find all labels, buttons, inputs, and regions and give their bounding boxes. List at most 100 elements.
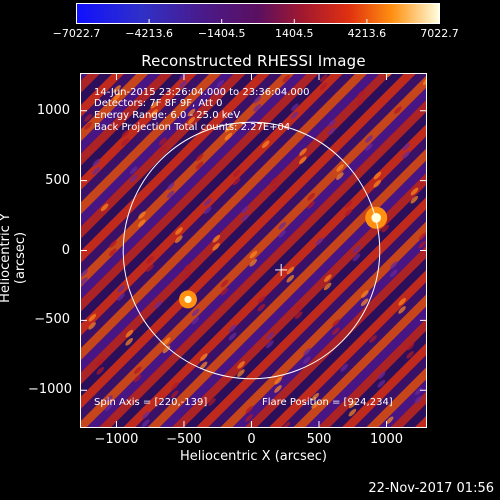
heatmap-speckle bbox=[265, 340, 274, 349]
heatmap-speckle bbox=[232, 169, 241, 178]
heatmap-speckle bbox=[150, 109, 158, 117]
heatmap-speckle bbox=[270, 185, 278, 193]
heatmap-speckle bbox=[117, 293, 125, 301]
heatmap-speckle bbox=[216, 79, 225, 88]
colorbar-tick-label: −4213.6 bbox=[125, 27, 173, 40]
heatmap-speckle bbox=[290, 103, 299, 112]
heatmap-speckle bbox=[381, 224, 390, 233]
heatmap-speckle bbox=[92, 166, 101, 175]
heatmap-speckle bbox=[286, 274, 295, 283]
heatmap-speckle bbox=[216, 87, 225, 96]
heatmap-speckle bbox=[373, 179, 382, 188]
heatmap-speckle bbox=[245, 405, 254, 414]
heatmap-speckle bbox=[344, 200, 353, 209]
solar-disk-limb bbox=[122, 121, 381, 380]
heatmap-speckle bbox=[282, 74, 291, 83]
heatmap-speckle bbox=[195, 161, 204, 170]
heatmap-speckle bbox=[352, 253, 361, 262]
heatmap-speckle bbox=[96, 366, 105, 375]
heatmap-speckle bbox=[336, 164, 344, 172]
heatmap-speckle bbox=[274, 385, 282, 393]
heatmap-speckle bbox=[328, 119, 336, 127]
heatmap-speckle bbox=[232, 177, 241, 186]
heatmap-speckle bbox=[348, 408, 357, 417]
heatmap-speckle bbox=[299, 148, 307, 156]
heatmap-speckle bbox=[141, 419, 150, 428]
y-tick-label: 0 bbox=[61, 242, 70, 258]
heatmap-speckle bbox=[158, 145, 167, 154]
annotation-time-range: 14-Jun-2015 23:26:04.000 to 23:36:04.000 bbox=[94, 87, 310, 98]
heatmap-speckle bbox=[356, 98, 365, 107]
heatmap-stripe bbox=[80, 73, 427, 422]
heatmap-stripe bbox=[353, 354, 427, 428]
heatmap-speckle bbox=[84, 113, 93, 122]
heatmap-stripe bbox=[183, 184, 427, 428]
heatmap-speckle bbox=[373, 171, 382, 180]
heatmap-speckle bbox=[278, 221, 287, 230]
heatmap-speckle bbox=[418, 232, 427, 241]
annotation-spin-axis: Spin Axis = [220,-139] bbox=[94, 397, 208, 408]
heatmap-speckle bbox=[274, 376, 283, 385]
heatmap-stripe bbox=[219, 220, 427, 428]
heatmap-speckle bbox=[220, 279, 229, 288]
heatmap-stripe bbox=[280, 281, 427, 428]
heatmap-speckle bbox=[84, 122, 92, 130]
heatmap-speckle bbox=[394, 106, 402, 114]
heatmap-speckle bbox=[137, 219, 146, 228]
bright-source bbox=[184, 295, 192, 304]
heatmap-speckle bbox=[323, 282, 332, 291]
y-tick-label: −500 bbox=[34, 312, 70, 328]
timestamp: 22-Nov-2017 01:56 bbox=[368, 481, 494, 496]
heatmap-speckle bbox=[117, 284, 126, 293]
heatmap-speckle bbox=[158, 137, 167, 146]
heatmap-speckle bbox=[241, 205, 250, 214]
heatmap-speckle bbox=[125, 337, 134, 346]
heatmap-speckle bbox=[410, 187, 419, 196]
heatmap-speckle bbox=[228, 332, 237, 341]
heatmap-speckle bbox=[245, 414, 253, 422]
heatmap-stripe bbox=[134, 135, 427, 428]
heatmap-speckle bbox=[208, 398, 216, 406]
heatmap-speckle bbox=[105, 395, 113, 403]
heatmap-speckle bbox=[88, 322, 96, 330]
heatmap-speckle bbox=[257, 295, 266, 304]
heatmap-speckle bbox=[138, 211, 146, 219]
heatmap-speckle bbox=[290, 111, 299, 120]
bright-source bbox=[371, 212, 382, 223]
heatmap-speckle bbox=[166, 182, 175, 191]
heatmap-speckle bbox=[220, 287, 229, 296]
heatmap-speckle bbox=[212, 243, 220, 251]
heatmap-speckle bbox=[113, 85, 121, 93]
spin-axis-marker bbox=[275, 263, 288, 276]
heatmap-speckle bbox=[303, 356, 311, 364]
heatmap-speckle bbox=[195, 153, 204, 162]
y-tick-label: 500 bbox=[45, 172, 70, 188]
heatmap-speckle bbox=[121, 138, 129, 146]
heatmap-speckle bbox=[344, 208, 353, 217]
heatmap-speckle bbox=[228, 324, 237, 333]
heatmap-stripe bbox=[256, 257, 427, 428]
colorbar-tick-label: −1404.5 bbox=[197, 27, 246, 40]
heatmap-stripe bbox=[268, 269, 427, 428]
heatmap-speckle bbox=[402, 151, 410, 159]
x-tick-label: −1000 bbox=[94, 432, 139, 447]
heatmap-speckle bbox=[187, 116, 196, 125]
colorbar-tick-label: 1404.5 bbox=[275, 27, 314, 40]
heatmap-speckle bbox=[175, 227, 183, 235]
heatmap-speckle bbox=[414, 387, 423, 396]
heatmap-speckle bbox=[129, 166, 138, 175]
heatmap-speckle bbox=[142, 411, 150, 419]
heatmap-speckle bbox=[146, 264, 154, 272]
heatmap-speckle bbox=[319, 82, 328, 91]
y-tick-label: −1000 bbox=[28, 382, 72, 398]
heatmap-speckle bbox=[364, 143, 373, 152]
heatmap-speckle bbox=[179, 80, 187, 88]
heatmap-stripe bbox=[243, 244, 427, 428]
annotation-detectors: Detectors: 7F 8F 9F, Att 0 bbox=[94, 98, 223, 109]
heatmap-stripes bbox=[80, 73, 427, 428]
x-tick-label: 0 bbox=[247, 432, 256, 447]
heatmap-speckle bbox=[125, 329, 134, 338]
x-axis-label: Heliocentric X (arcsec) bbox=[180, 449, 327, 464]
heatmap-speckle bbox=[406, 342, 415, 351]
heatmap-speckle bbox=[298, 156, 307, 165]
